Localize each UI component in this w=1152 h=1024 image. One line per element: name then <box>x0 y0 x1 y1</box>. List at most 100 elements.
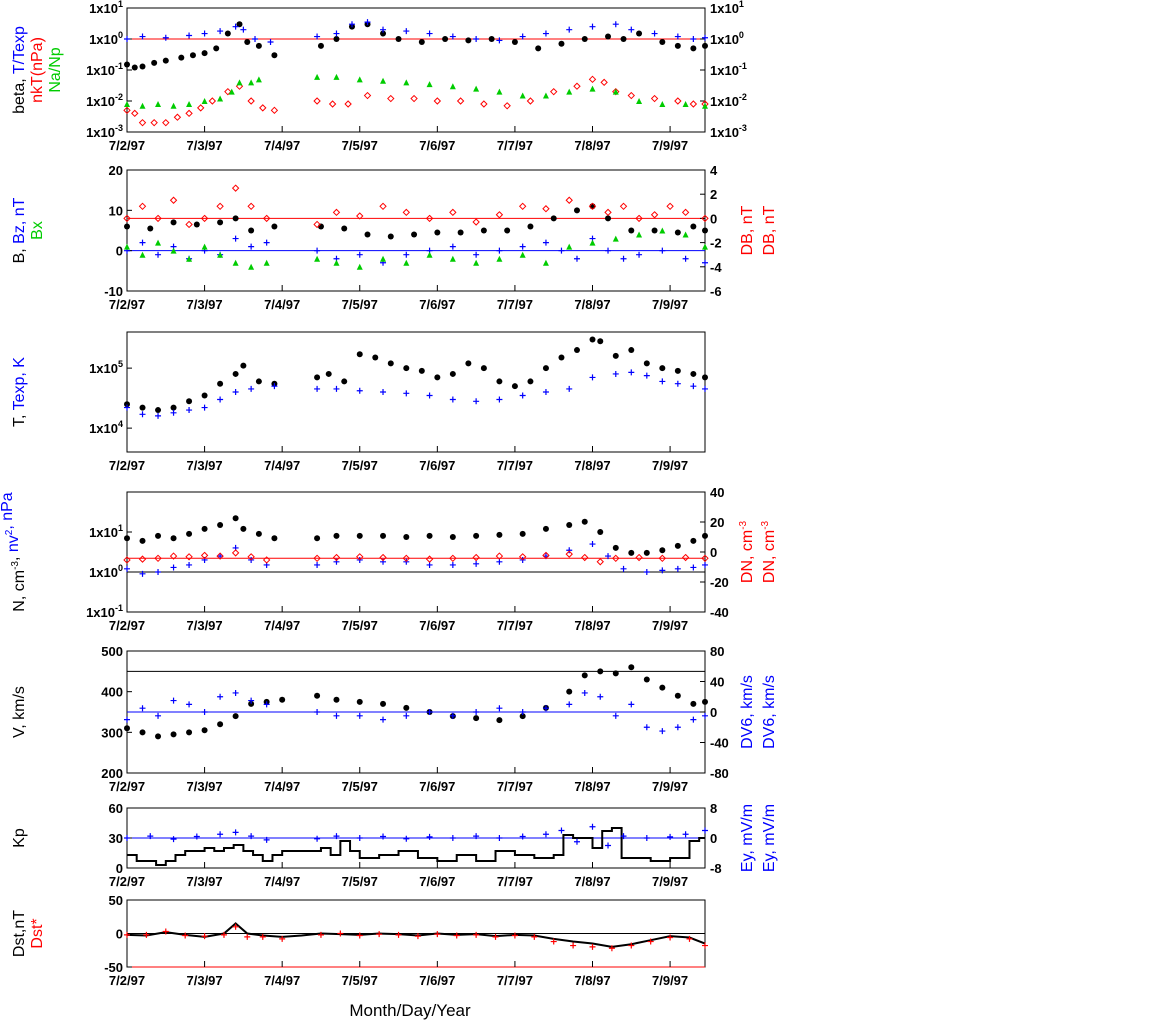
data-point <box>702 827 708 834</box>
data-point <box>380 30 387 37</box>
x-tick-label: 7/2/97 <box>109 458 145 473</box>
x-tick-label: 7/3/97 <box>187 138 223 153</box>
data-point <box>496 396 503 403</box>
data-point <box>612 544 619 551</box>
data-point <box>612 370 619 377</box>
data-point <box>314 561 321 568</box>
data-point <box>449 208 457 217</box>
x-tick-label: 7/5/97 <box>342 458 378 473</box>
data-point <box>356 835 363 841</box>
data-point <box>356 387 363 394</box>
data-point <box>605 247 612 254</box>
y-tick-label: 1x101 <box>89 0 123 16</box>
data-point <box>690 370 697 377</box>
data-series <box>124 21 708 71</box>
data-point <box>155 251 162 258</box>
data-series <box>124 923 708 952</box>
data-point <box>566 521 573 528</box>
data-point <box>542 92 549 99</box>
x-tick-label: 7/8/97 <box>574 874 610 889</box>
data-point <box>263 836 270 843</box>
data-point <box>186 101 193 108</box>
panel-4: 1x10-1 1x100 1x101 -40 -20 0 20 40 7/2/97 7/3/97 7… <box>0 485 778 633</box>
x-tick-label: 7/8/97 <box>574 297 610 312</box>
data-point <box>674 542 681 549</box>
data-point <box>213 45 220 52</box>
data-point <box>605 842 612 849</box>
x-tick-label: 7/3/97 <box>187 297 223 312</box>
data-point <box>403 704 410 711</box>
x-tick-label: 7/4/97 <box>264 874 300 889</box>
data-point <box>550 938 557 945</box>
data-point <box>216 202 224 211</box>
data-point <box>628 942 635 949</box>
data-point <box>449 33 456 40</box>
data-point <box>473 259 480 266</box>
data-point <box>317 42 324 49</box>
data-point <box>643 676 650 683</box>
right-y-tick-label: 1x10-3 <box>710 123 747 140</box>
data-point <box>426 709 433 715</box>
data-point <box>604 208 612 217</box>
data-point <box>702 942 708 949</box>
data-point <box>689 100 698 108</box>
data-point <box>434 374 441 381</box>
data-point <box>155 733 162 740</box>
data-point <box>573 82 581 90</box>
data-point <box>248 243 255 250</box>
data-point <box>542 365 549 372</box>
x-tick-label: 7/6/97 <box>419 973 455 988</box>
data-point <box>169 196 178 204</box>
y-tick-label: 400 <box>101 685 123 700</box>
data-point <box>387 360 394 367</box>
data-point <box>201 50 208 57</box>
data-point <box>314 692 321 699</box>
data-point <box>356 263 363 270</box>
data-point <box>232 235 239 242</box>
data-point <box>255 378 262 385</box>
data-point <box>333 833 340 840</box>
y-axis-label: Na/Np <box>47 47 64 92</box>
y-tick-label: 200 <box>101 766 123 781</box>
data-point <box>186 729 193 736</box>
data-point <box>581 553 589 562</box>
data-point <box>186 407 193 414</box>
data-point <box>247 553 255 561</box>
data-point <box>138 555 147 563</box>
data-point <box>314 385 321 392</box>
data-point <box>379 553 387 562</box>
data-point <box>123 106 131 115</box>
data-point <box>570 942 577 949</box>
data-point <box>170 836 177 843</box>
data-point <box>173 113 182 121</box>
data-point <box>647 938 654 945</box>
data-point <box>619 202 628 211</box>
data-point <box>240 525 247 532</box>
data-point <box>682 231 689 238</box>
y-tick-label: 1x10-1 <box>86 603 123 620</box>
data-point <box>244 933 251 940</box>
right-y-tick-label: -4 <box>710 260 722 275</box>
data-point <box>627 91 636 100</box>
data-point <box>511 932 518 939</box>
data-series <box>124 203 708 240</box>
x-tick-label: 7/7/97 <box>497 973 533 988</box>
data-point <box>252 36 259 42</box>
data-point <box>527 223 534 230</box>
data-point <box>659 728 666 735</box>
data-point <box>267 39 274 46</box>
data-point <box>473 36 480 42</box>
x-tick-label: 7/8/97 <box>574 138 610 153</box>
data-point <box>201 709 208 715</box>
data-point <box>240 26 247 33</box>
data-point <box>650 94 659 103</box>
data-point <box>457 229 464 236</box>
x-tick-label: 7/2/97 <box>109 618 145 633</box>
data-point <box>473 85 480 92</box>
data-point <box>200 551 209 560</box>
y-tick-label: 1x10-2 <box>86 92 123 109</box>
data-point <box>643 372 650 379</box>
right-y-tick-label: -20 <box>710 575 729 590</box>
data-point <box>217 831 224 838</box>
data-point <box>573 255 580 262</box>
